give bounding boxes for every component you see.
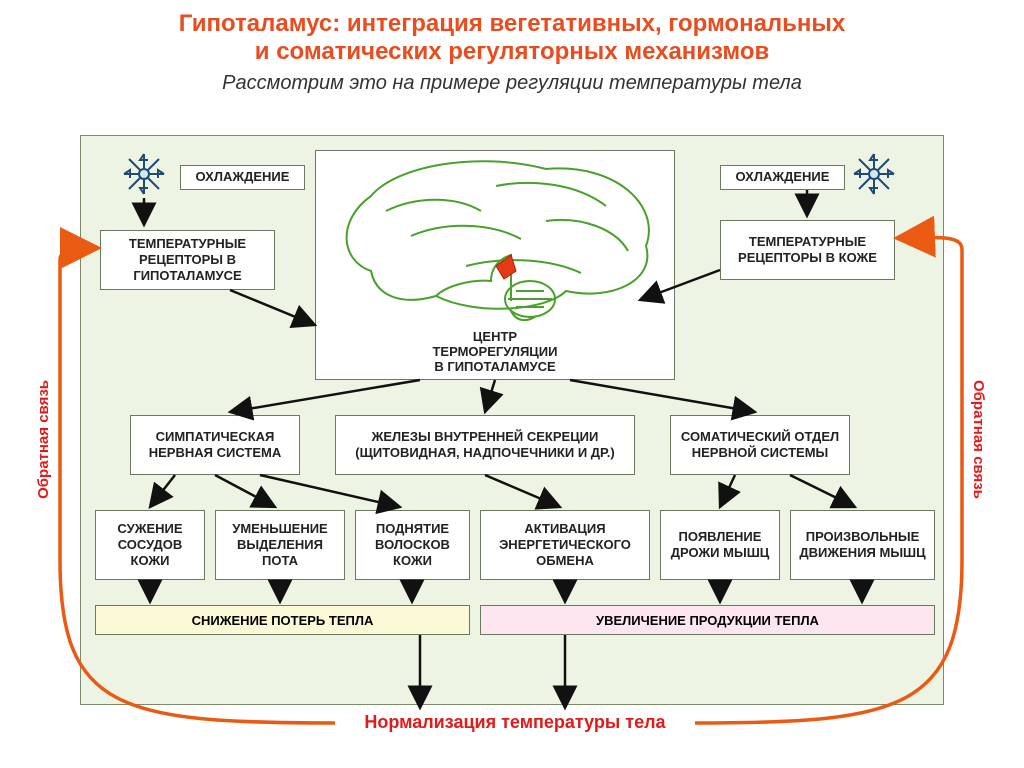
snowflake-icon	[120, 150, 168, 198]
title-accent: Гипоталамус:	[179, 10, 341, 37]
feedback-label-left: Обратная связь	[35, 380, 52, 499]
brain-icon	[316, 151, 676, 326]
thermoregulation-center-box: ЦЕНТР ТЕРМОРЕГУЛЯЦИИ В ГИПОТАЛАМУСЕ	[315, 150, 675, 380]
voluntary-movement-box: ПРОИЗВОЛЬНЫЕ ДВИЖЕНИЯ МЫШЦ	[790, 510, 935, 580]
title-line2: и соматических регуляторных механизмов	[0, 38, 1024, 66]
center-label-2: ТЕРМОРЕГУЛЯЦИИ	[432, 344, 557, 359]
receptors-skin-box: ТЕМПЕРАТУРНЫЕ РЕЦЕПТОРЫ В КОЖЕ	[720, 220, 895, 280]
heat-production-band: УВЕЛИЧЕНИЕ ПРОДУКЦИИ ТЕПЛА	[480, 605, 935, 635]
sweat-reduction-box: УМЕНЬШЕНИЕ ВЫДЕЛЕНИЯ ПОТА	[215, 510, 345, 580]
heat-loss-band: СНИЖЕНИЕ ПОТЕРЬ ТЕПЛА	[95, 605, 470, 635]
somatic-box: СОМАТИЧЕСКИЙ ОТДЕЛ НЕРВНОЙ СИСТЕМЫ	[670, 415, 850, 475]
title-rest: интеграция вегетативных, гормональных	[340, 10, 845, 37]
normalization-label: Нормализация температуры тела	[335, 712, 695, 733]
piloerection-box: ПОДНЯТИЕ ВОЛОСКОВ КОЖИ	[355, 510, 470, 580]
center-label-3: В ГИПОТАЛАМУСЕ	[434, 359, 555, 374]
receptors-hypothalamus-box: ТЕМПЕРАТУРНЫЕ РЕЦЕПТОРЫ В ГИПОТАЛАМУСЕ	[100, 230, 275, 290]
feedback-label-right: Обратная связь	[970, 380, 987, 499]
subtitle: Рассмотрим это на примере регуляции темп…	[0, 72, 1024, 95]
title-line1: Гипоталамус: интеграция вегетативных, го…	[0, 10, 1024, 38]
title-block: Гипоталамус: интеграция вегетативных, го…	[0, 0, 1024, 95]
metabolism-box: АКТИВАЦИЯ ЭНЕРГЕТИЧЕСКОГО ОБМЕНА	[480, 510, 650, 580]
shivering-box: ПОЯВЛЕНИЕ ДРОЖИ МЫШЦ	[660, 510, 780, 580]
cooling-right-box: ОХЛАЖДЕНИЕ	[720, 165, 845, 190]
vasoconstriction-box: СУЖЕНИЕ СОСУДОВ КОЖИ	[95, 510, 205, 580]
glands-box: ЖЕЛЕЗЫ ВНУТРЕННЕЙ СЕКРЕЦИИ (ЩИТОВИДНАЯ, …	[335, 415, 635, 475]
sympathetic-box: СИМПАТИЧЕСКАЯ НЕРВНАЯ СИСТЕМА	[130, 415, 300, 475]
center-label-1: ЦЕНТР	[473, 329, 517, 344]
snowflake-icon	[850, 150, 898, 198]
cooling-left-box: ОХЛАЖДЕНИЕ	[180, 165, 305, 190]
